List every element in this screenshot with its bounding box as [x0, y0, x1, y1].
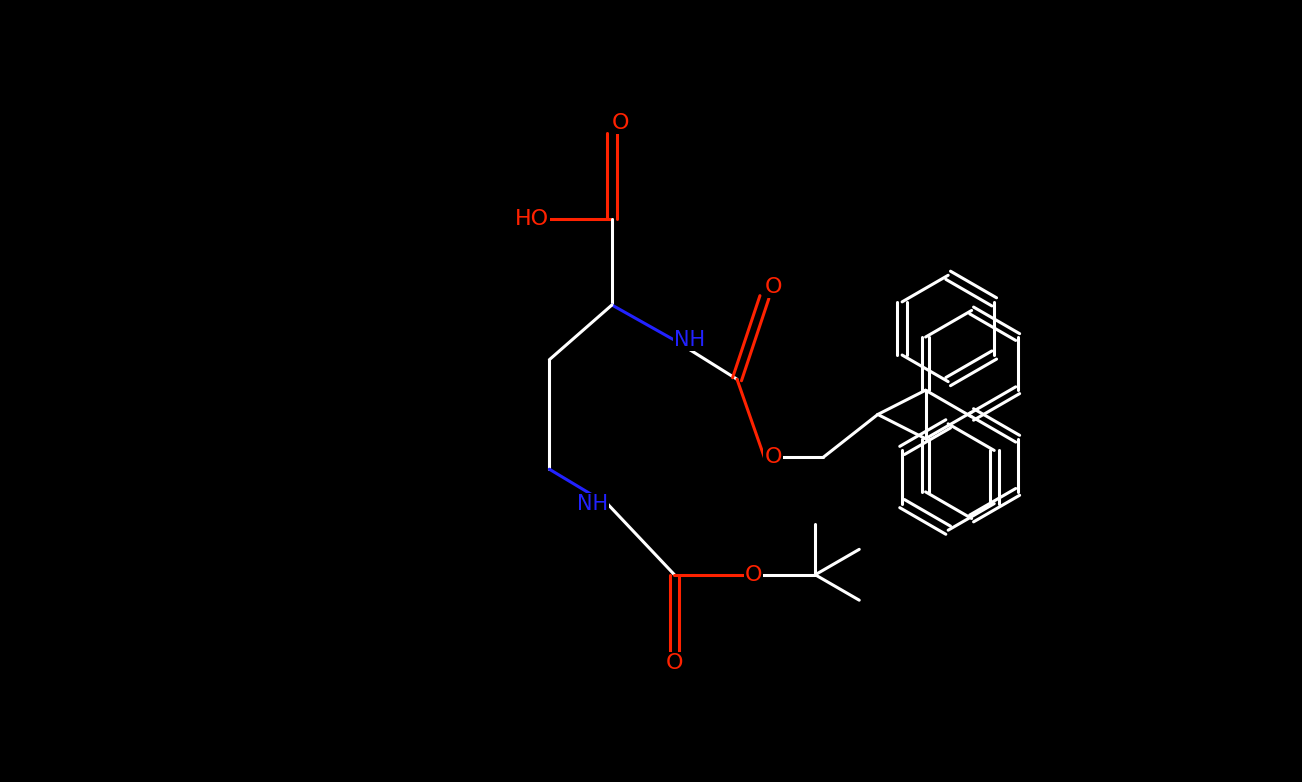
Text: O: O [745, 565, 763, 585]
Text: HO: HO [516, 209, 549, 229]
Text: O: O [764, 447, 783, 468]
Text: NH: NH [577, 494, 608, 515]
Text: O: O [764, 277, 783, 297]
Text: O: O [665, 653, 684, 673]
Text: O: O [612, 113, 629, 133]
Text: NH: NH [674, 330, 706, 350]
